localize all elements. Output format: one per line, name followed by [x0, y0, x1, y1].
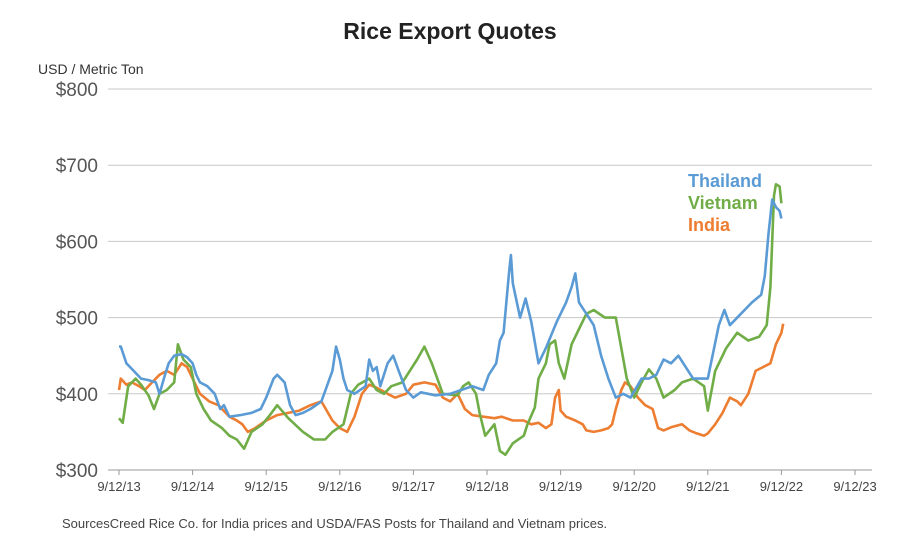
gridlines [108, 88, 872, 471]
x-tick-label: 9/12/23 [833, 479, 876, 494]
x-tick-label: 9/12/15 [245, 479, 288, 494]
y-tick-label: $400 [56, 385, 98, 406]
chart-title: Rice Export Quotes [343, 18, 557, 44]
y-tick-labels: $300 $400 $500 $600 $700 $800 [56, 80, 98, 482]
x-tick-labels: 9/12/13 9/12/14 9/12/15 9/12/16 9/12/17 9/12/… [97, 470, 877, 494]
series-lines [117, 183, 785, 457]
x-tick-label: 9/12/19 [539, 479, 582, 494]
y-tick-label: $300 [56, 461, 98, 482]
x-tick-label: 9/12/22 [760, 479, 803, 494]
legend-entry-india: India [688, 215, 731, 235]
x-tick-label: 9/12/14 [171, 479, 214, 494]
series-line-india [117, 323, 785, 437]
x-tick-label: 9/12/16 [318, 479, 361, 494]
x-tick-label: 9/12/17 [392, 479, 435, 494]
series-line-vietnam [117, 183, 783, 457]
y-axis-label: USD / Metric Ton [38, 61, 144, 77]
y-tick-label: $800 [56, 80, 98, 101]
legend-entry-vietnam: Vietnam [688, 193, 758, 213]
source-note-text: SourcesCreed Rice Co. for India prices a… [62, 516, 608, 531]
x-tick-label: 9/12/18 [465, 479, 508, 494]
series-line-thailand [119, 198, 783, 418]
legend-entry-thailand: Thailand [688, 171, 762, 191]
y-tick-label: $600 [56, 232, 98, 253]
y-tick-label: $500 [56, 309, 98, 330]
y-tick-label: $700 [56, 156, 98, 177]
x-tick-label: 9/12/20 [613, 479, 656, 494]
x-tick-label: 9/12/13 [97, 479, 140, 494]
source-note: SourcesCreed Rice Co. for India prices a… [62, 516, 607, 531]
x-tick-label: 9/12/21 [686, 479, 729, 494]
